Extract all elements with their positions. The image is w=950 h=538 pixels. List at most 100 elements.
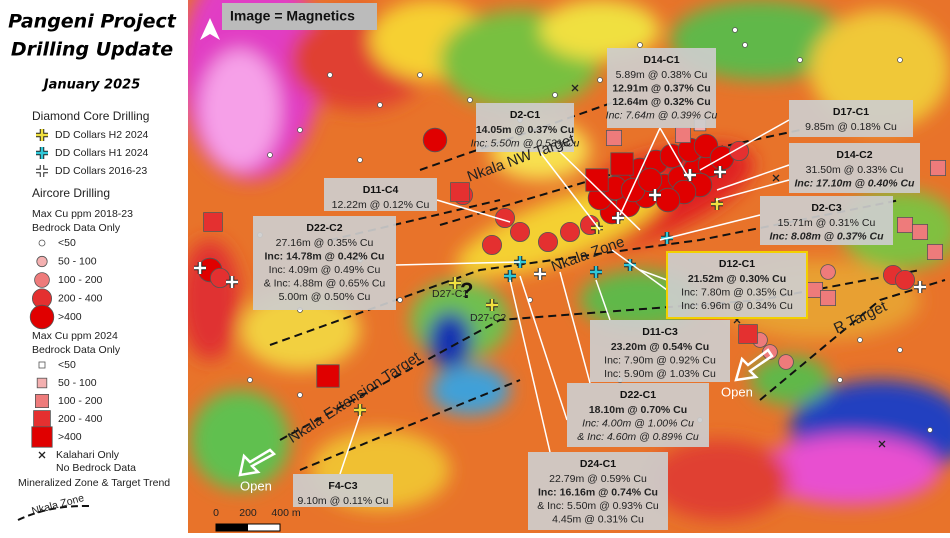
legend-item: DD Collars H1 2024	[55, 147, 149, 159]
collar-symbol	[714, 166, 726, 178]
hole-label: D27-C2	[470, 312, 506, 324]
legend-item: Mineralized Zone & Target Trend	[18, 477, 170, 489]
callout-line: 9.10m @ 0.11% Cu	[297, 495, 388, 507]
aircore-circle	[895, 269, 916, 290]
callout-box	[567, 383, 709, 447]
callout-line: & Inc: 4.60m @ 0.89% Cu	[577, 431, 699, 443]
legend-item: DD Collars 2016-23	[55, 165, 147, 177]
callout-line: Inc: 7.64m @ 0.39% Cu	[606, 109, 718, 121]
callout-line: Inc: 6.96m @ 0.34% Cu	[681, 300, 793, 312]
legend-square	[36, 377, 48, 389]
legend-square	[38, 361, 46, 369]
aircore-square	[606, 129, 623, 146]
callout-line: Inc: 8.08m @ 0.37% Cu	[769, 230, 884, 242]
aircore-circle	[467, 97, 473, 103]
callout-line: Inc: 4.00m @ 1.00% Cu	[582, 417, 694, 429]
title-line: Drilling Update	[11, 39, 173, 61]
legend-item: 200 - 400	[58, 292, 103, 304]
callout-line: 14.05m @ 0.37% Cu	[476, 124, 574, 136]
legend-circle	[36, 255, 48, 268]
callout-line: Inc: 5.90m @ 1.03% Cu	[604, 368, 716, 380]
callout-line: & Inc: 4.88m @ 0.65% Cu	[264, 277, 386, 289]
aircore-circle	[538, 231, 559, 252]
collar-symbol	[36, 165, 48, 177]
callout-line: 5.89m @ 0.38% Cu	[616, 69, 708, 81]
collar-symbol	[590, 266, 602, 278]
question-mark: ?	[460, 278, 473, 303]
legend-square	[31, 426, 53, 448]
callout-line: 4.45m @ 0.31% Cu	[552, 513, 644, 525]
collar-symbol	[449, 277, 461, 289]
legend-circle	[38, 239, 46, 247]
callout-line: Inc: 16.16m @ 0.74% Cu	[538, 486, 658, 498]
leader-line	[436, 199, 511, 223]
legend-trend	[17, 504, 91, 521]
legend-heading: Max Cu ppm 2018-23	[32, 208, 133, 220]
collar-symbol	[914, 281, 926, 293]
north-arrow	[200, 18, 220, 40]
aircore-circle	[897, 57, 903, 63]
open-arrows	[238, 348, 774, 477]
legend-item: 50 - 100	[58, 255, 97, 267]
callout-title: D14-C2	[836, 149, 872, 161]
leader-line	[395, 261, 521, 266]
callout-leaders	[339, 119, 790, 475]
leader-line	[659, 214, 761, 241]
callout-line: 5.00m @ 0.50% Cu	[279, 291, 371, 303]
callout-title: F4-C3	[328, 480, 357, 492]
aircore-circle	[357, 157, 363, 163]
collar-symbol	[354, 404, 366, 416]
callout-box	[789, 143, 920, 193]
legend-item: 100 - 200	[58, 274, 103, 286]
aircore-circle	[509, 221, 530, 242]
callout-box	[590, 320, 730, 382]
callout-line: 21.52m @ 0.30% Cu	[688, 273, 786, 285]
aircore-square	[820, 289, 837, 306]
legend-heading: Aircore Drilling	[32, 186, 110, 200]
collar-symbol	[194, 262, 206, 274]
collar-symbol	[534, 268, 546, 280]
callout-line: Inc: 7.90m @ 0.92% Cu	[604, 354, 716, 366]
legend-item: 200 - 400	[58, 413, 103, 425]
open-label: Open	[721, 384, 753, 399]
aircore-square	[897, 216, 914, 233]
aircore-circle	[560, 221, 581, 242]
aircore-square	[203, 212, 223, 232]
callout-line: 18.10m @ 0.70% Cu	[589, 404, 687, 416]
callout-title: D2-C1	[510, 109, 541, 121]
aircore-circle	[637, 167, 663, 193]
leader-line	[559, 271, 591, 384]
callout-box	[666, 251, 808, 319]
leader-line	[339, 414, 361, 475]
callout-title: D11-C3	[642, 326, 678, 338]
callout-title: D2-C3	[811, 202, 842, 214]
leader-line	[595, 279, 611, 321]
legend-circle	[34, 272, 50, 288]
kalahari-mark	[878, 440, 886, 448]
aircore-square	[927, 243, 944, 260]
callout-title: D17-C1	[833, 106, 869, 118]
collar-symbol	[36, 147, 48, 159]
aircore-square	[738, 324, 758, 344]
aircore-circle	[857, 337, 863, 343]
callout-box	[528, 452, 668, 530]
aircore-circle	[637, 42, 643, 48]
aircore-circle	[267, 152, 273, 158]
legend-item: 100 - 200	[58, 395, 103, 407]
aircore-circle	[247, 377, 253, 383]
legend-item: >400	[58, 431, 82, 443]
callout-line: 12.64m @ 0.32% Cu	[612, 96, 710, 108]
aircore-circle	[732, 27, 738, 33]
aircore-circle	[837, 377, 843, 383]
aircore-circle	[297, 392, 303, 398]
callout-line: 23.20m @ 0.54% Cu	[611, 341, 709, 353]
aircore-square	[316, 364, 340, 388]
callout-line: Inc: 5.50m @ 0.53%Cu	[471, 137, 580, 149]
aircore-square	[675, 127, 692, 144]
legend-heading: Bedrock Data Only	[32, 222, 121, 234]
aircore-square	[912, 223, 929, 240]
scale-label: 400 m	[271, 507, 300, 519]
aircore-circle	[897, 347, 903, 353]
aircore-square	[585, 168, 609, 192]
